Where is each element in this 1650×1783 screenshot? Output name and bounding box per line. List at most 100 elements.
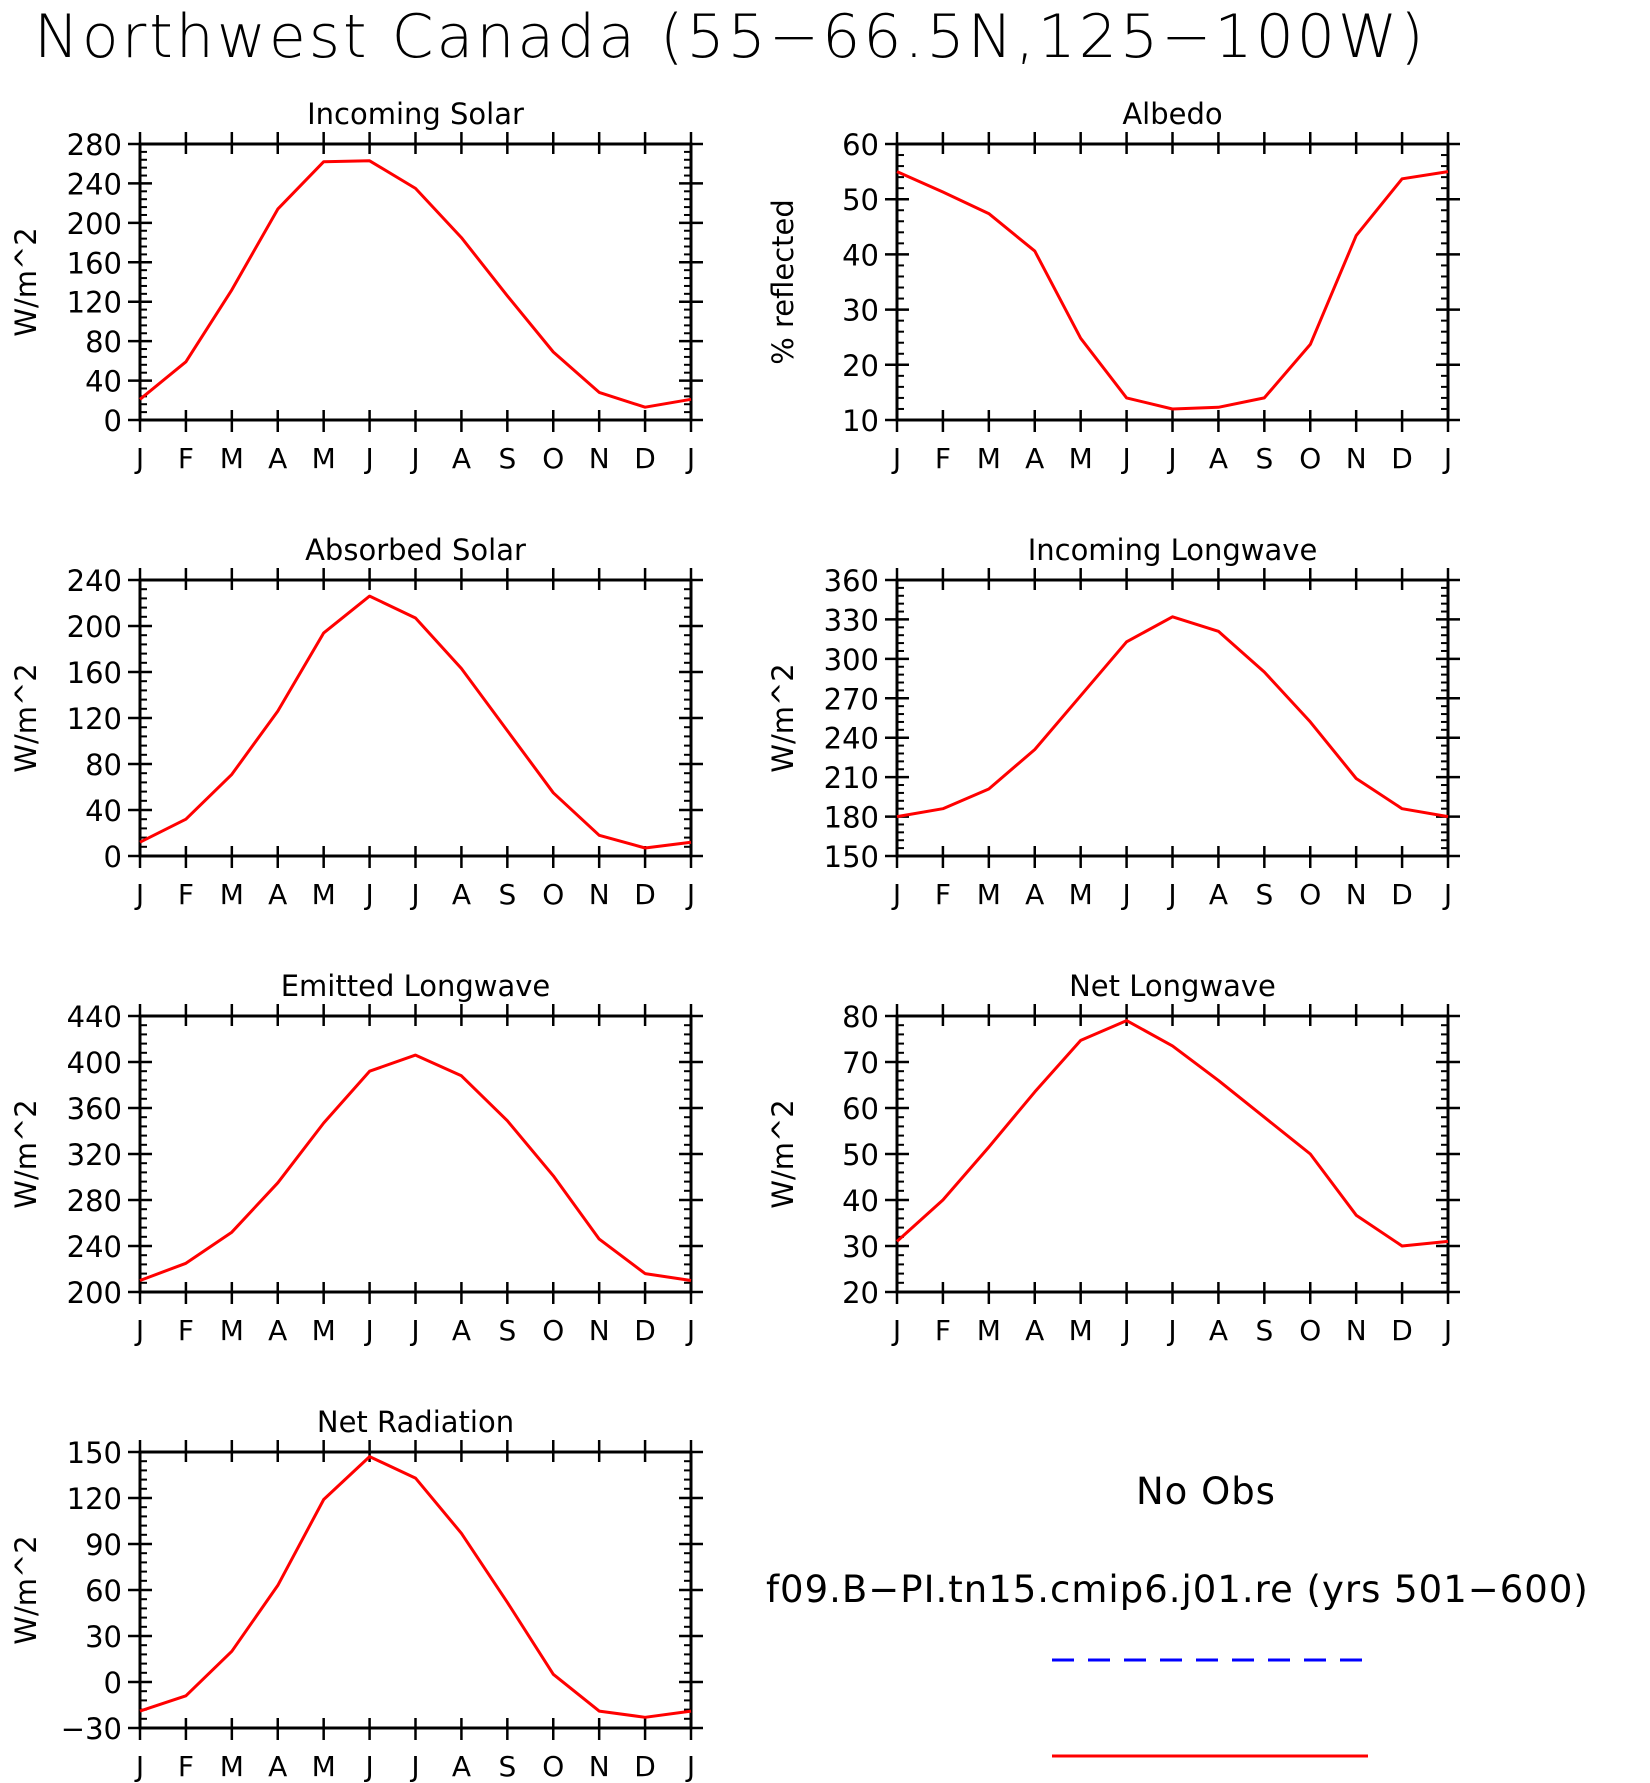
series-line xyxy=(139,159,692,409)
x-tick-label: A xyxy=(268,1314,287,1347)
y-tick-label: 40 xyxy=(85,794,122,828)
plot-frame xyxy=(895,578,1450,858)
x-tick-label: F xyxy=(178,878,194,911)
x-tick-label: D xyxy=(1391,442,1413,475)
x-tick-label: M xyxy=(1069,442,1093,475)
x-tick-label: M xyxy=(312,442,336,475)
x-tick-label: J xyxy=(1166,442,1176,475)
y-axis-label: W/m^2 xyxy=(766,1099,800,1208)
chart-title: Emitted Longwave xyxy=(281,969,551,1003)
x-tick-label: F xyxy=(935,442,951,475)
y-tick-label: 200 xyxy=(67,207,122,241)
x-tick-label: A xyxy=(1209,442,1228,475)
x-tick-label: J xyxy=(1442,1314,1452,1347)
y-tick-label: 90 xyxy=(85,1528,122,1562)
x-tick-label: J xyxy=(1120,442,1130,475)
x-tick-label: A xyxy=(1025,878,1044,911)
x-tick-label: N xyxy=(1346,878,1367,911)
x-tick-label: S xyxy=(1255,442,1273,475)
y-tick-label: 210 xyxy=(824,761,879,795)
y-tick-label: 180 xyxy=(824,801,879,835)
y-tick-label: 10 xyxy=(842,404,879,438)
y-tick-label: 200 xyxy=(67,1276,122,1310)
x-tick-label: J xyxy=(409,1750,419,1783)
x-tick-label: A xyxy=(452,1750,471,1783)
chart-title: Net Longwave xyxy=(1069,969,1276,1003)
plot-frame xyxy=(895,1014,1450,1294)
x-tick-label: A xyxy=(1209,878,1228,911)
y-tick-label: 200 xyxy=(67,610,122,644)
x-tick-label: D xyxy=(634,878,656,911)
x-tick-label: M xyxy=(977,442,1001,475)
x-tick-label: A xyxy=(452,1314,471,1347)
x-tick-label: O xyxy=(1299,878,1321,911)
y-axis-label: W/m^2 xyxy=(9,1099,43,1208)
x-tick-label: A xyxy=(268,878,287,911)
x-tick-label: M xyxy=(312,1314,336,1347)
y-axis-label: W/m^2 xyxy=(766,663,800,772)
x-tick-label: S xyxy=(1255,878,1273,911)
x-tick-label: D xyxy=(634,1750,656,1783)
x-tick-label: J xyxy=(363,442,373,475)
plot-frame xyxy=(895,142,1450,422)
y-tick-label: 0 xyxy=(104,1666,122,1700)
chart-title: Incoming Longwave xyxy=(1028,533,1318,567)
y-tick-label: 60 xyxy=(85,1574,122,1608)
y-tick-label: 240 xyxy=(67,167,122,201)
y-tick-label: 280 xyxy=(67,1184,122,1218)
y-tick-label: 70 xyxy=(842,1046,879,1080)
x-tick-label: S xyxy=(498,442,516,475)
y-tick-label: 80 xyxy=(842,1000,879,1034)
x-tick-label: N xyxy=(589,1314,610,1347)
x-tick-label: F xyxy=(178,442,194,475)
y-tick-label: 280 xyxy=(67,128,122,162)
x-tick-label: J xyxy=(409,442,419,475)
legend-model-label: f09.B−PI.tn15.cmip6.j01.re (yrs 501−600) xyxy=(766,1568,1589,1611)
x-tick-label: M xyxy=(1069,878,1093,911)
y-tick-label: 360 xyxy=(67,1092,122,1126)
x-tick-label: M xyxy=(220,878,244,911)
x-tick-label: N xyxy=(589,442,610,475)
y-tick-label: 240 xyxy=(67,1230,122,1264)
y-tick-label: 40 xyxy=(85,365,122,399)
y-tick-label: 80 xyxy=(85,748,122,782)
x-tick-label: F xyxy=(178,1314,194,1347)
x-tick-label: D xyxy=(634,442,656,475)
y-tick-label: 40 xyxy=(842,1184,879,1218)
y-tick-label: 150 xyxy=(824,840,879,874)
x-tick-label: D xyxy=(634,1314,656,1347)
y-axis-label: % reflected xyxy=(766,199,800,365)
x-tick-label: S xyxy=(498,1314,516,1347)
plot-frame xyxy=(138,1014,693,1294)
y-tick-label: 440 xyxy=(67,1000,122,1034)
x-tick-label: F xyxy=(935,1314,951,1347)
y-tick-label: 30 xyxy=(842,1230,879,1264)
x-tick-label: S xyxy=(498,878,516,911)
chart-title: Incoming Solar xyxy=(307,97,524,131)
x-tick-label: J xyxy=(363,878,373,911)
chart-panel-3: J F M A M J J A S O N D J04080120160200240W/m^2Absor… xyxy=(9,533,703,911)
x-tick-label: J xyxy=(1442,442,1452,475)
x-tick-label: F xyxy=(935,878,951,911)
x-tick-label: J xyxy=(134,1314,144,1347)
y-axis-label: W/m^2 xyxy=(9,227,43,336)
chart-panel-1: J F M A M J J A S O N D J04080120160200240280W/m^2In… xyxy=(9,97,703,475)
x-tick-label: N xyxy=(589,1750,610,1783)
x-tick-label: J xyxy=(891,1314,901,1347)
x-tick-label: S xyxy=(498,1750,516,1783)
x-tick-label: J xyxy=(685,878,695,911)
x-tick-label: A xyxy=(452,878,471,911)
x-tick-label: J xyxy=(409,1314,419,1347)
y-tick-label: 330 xyxy=(824,603,879,637)
x-tick-label: J xyxy=(363,1750,373,1783)
x-tick-label: O xyxy=(542,878,564,911)
x-tick-label: A xyxy=(1025,442,1044,475)
y-tick-label: 240 xyxy=(824,722,879,756)
x-tick-label: D xyxy=(1391,1314,1413,1347)
x-tick-label: N xyxy=(1346,442,1367,475)
x-tick-label: D xyxy=(1391,878,1413,911)
x-tick-label: O xyxy=(542,1750,564,1783)
y-tick-label: 0 xyxy=(104,840,122,874)
